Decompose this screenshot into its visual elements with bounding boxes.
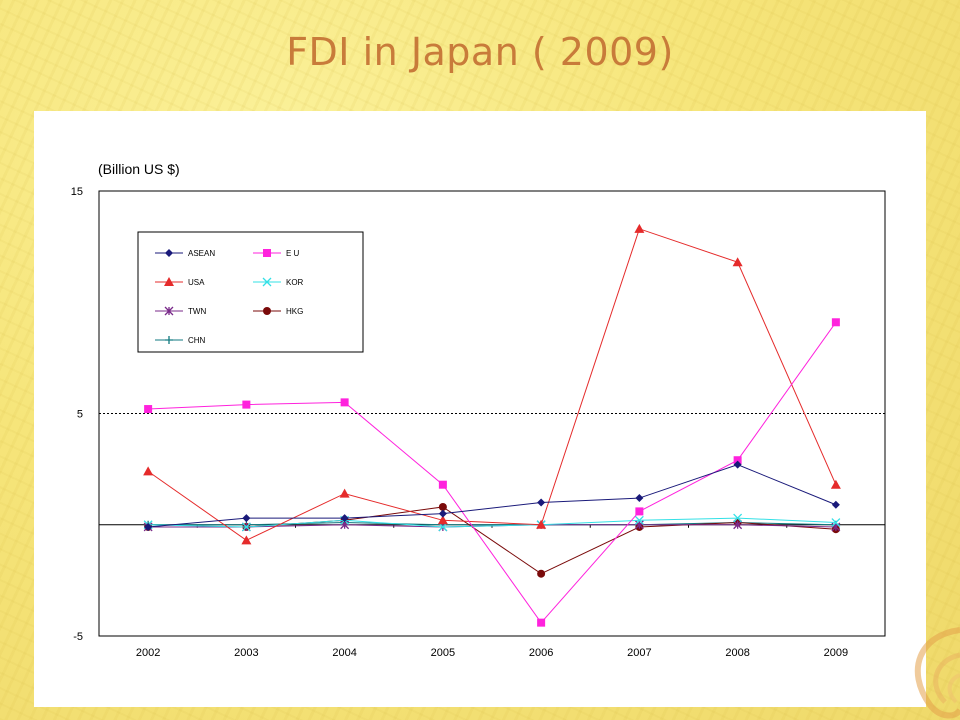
series-line-eu xyxy=(148,321,837,624)
data-point-asean xyxy=(635,494,644,503)
chart-panel: (Billion US $) -5 5 15 2002 2003 2004 2005 2006… xyxy=(34,111,926,707)
legend-marker-kor xyxy=(262,277,272,287)
data-point-usa xyxy=(143,466,154,476)
data-point-hkg xyxy=(438,502,447,511)
data-point-kor xyxy=(241,522,251,532)
series-eu xyxy=(144,318,840,627)
data-point-eu xyxy=(438,480,447,489)
data-point-asean xyxy=(537,498,546,507)
data-point-usa xyxy=(437,515,448,525)
data-point-eu xyxy=(242,400,251,409)
x-tick-label: 2009 xyxy=(824,647,848,659)
x-tick-label: 2006 xyxy=(529,647,553,659)
data-point-usa xyxy=(830,479,841,489)
x-tick-label: 2003 xyxy=(234,647,258,659)
legend-marker-eu xyxy=(263,249,271,257)
x-tick-label: 2005 xyxy=(431,647,455,659)
legend-marker-hkg xyxy=(263,307,271,315)
x-tick-label: 2002 xyxy=(136,647,160,659)
data-point-eu xyxy=(635,507,644,516)
data-point-eu xyxy=(831,318,840,327)
legend-label-usa: USA xyxy=(188,278,205,287)
x-tick-label: 2008 xyxy=(725,647,749,659)
data-point-kor xyxy=(634,515,644,525)
data-point-eu xyxy=(144,405,153,414)
legend-label-chn: CHN xyxy=(188,336,206,345)
series-line-hkg xyxy=(148,506,836,575)
x-tick-label: 2007 xyxy=(627,647,651,659)
data-point-usa xyxy=(339,488,350,498)
data-point-kor xyxy=(438,522,448,532)
legend-label-twn: TWN xyxy=(188,307,206,316)
line-chart: (Billion US $) -5 5 15 2002 2003 2004 2005 2006… xyxy=(71,161,886,659)
data-point-usa xyxy=(634,223,645,233)
x-tick-label: 2004 xyxy=(332,647,356,659)
data-point-eu xyxy=(733,456,742,465)
series-line-asean xyxy=(148,464,837,528)
legend: ASEAN E U USA KOR TWN HKG CHN xyxy=(137,231,364,353)
legend-marker-asean xyxy=(165,249,173,257)
legend-label-eu: E U xyxy=(286,249,300,258)
legend-box xyxy=(137,231,364,353)
decorative-swirl xyxy=(914,627,960,719)
legend-marker-usa xyxy=(164,277,174,286)
data-point-asean xyxy=(144,522,153,531)
legend-label-asean: ASEAN xyxy=(188,249,215,258)
y-tick-label: 5 xyxy=(77,409,83,421)
data-point-asean xyxy=(733,460,742,469)
data-point-hkg xyxy=(537,569,546,578)
data-point-twn xyxy=(733,520,743,530)
legend-marker-chn xyxy=(165,336,173,344)
data-point-usa xyxy=(536,519,547,529)
y-tick-label: 15 xyxy=(71,186,83,198)
data-point-eu xyxy=(537,618,546,627)
data-point-asean xyxy=(340,514,349,523)
data-point-asean xyxy=(438,509,447,518)
data-point-usa xyxy=(732,257,743,267)
data-point-eu xyxy=(340,398,349,407)
y-tick-label: -5 xyxy=(73,631,83,643)
data-point-asean xyxy=(831,500,840,509)
data-point-usa xyxy=(241,535,252,545)
series-asean xyxy=(144,460,840,531)
y-axis-label: (Billion US $) xyxy=(98,161,180,177)
slide-title: FDI in Japan ( 2009) xyxy=(286,30,674,74)
legend-marker-twn xyxy=(164,306,174,316)
data-point-kor xyxy=(831,518,841,527)
legend-label-kor: KOR xyxy=(286,278,304,287)
series-usa xyxy=(143,223,841,545)
legend-label-hkg: HKG xyxy=(286,307,303,316)
series-line-kor xyxy=(148,517,836,528)
series-line-usa xyxy=(147,228,837,541)
data-point-asean xyxy=(242,514,251,523)
data-point-kor xyxy=(733,513,743,523)
